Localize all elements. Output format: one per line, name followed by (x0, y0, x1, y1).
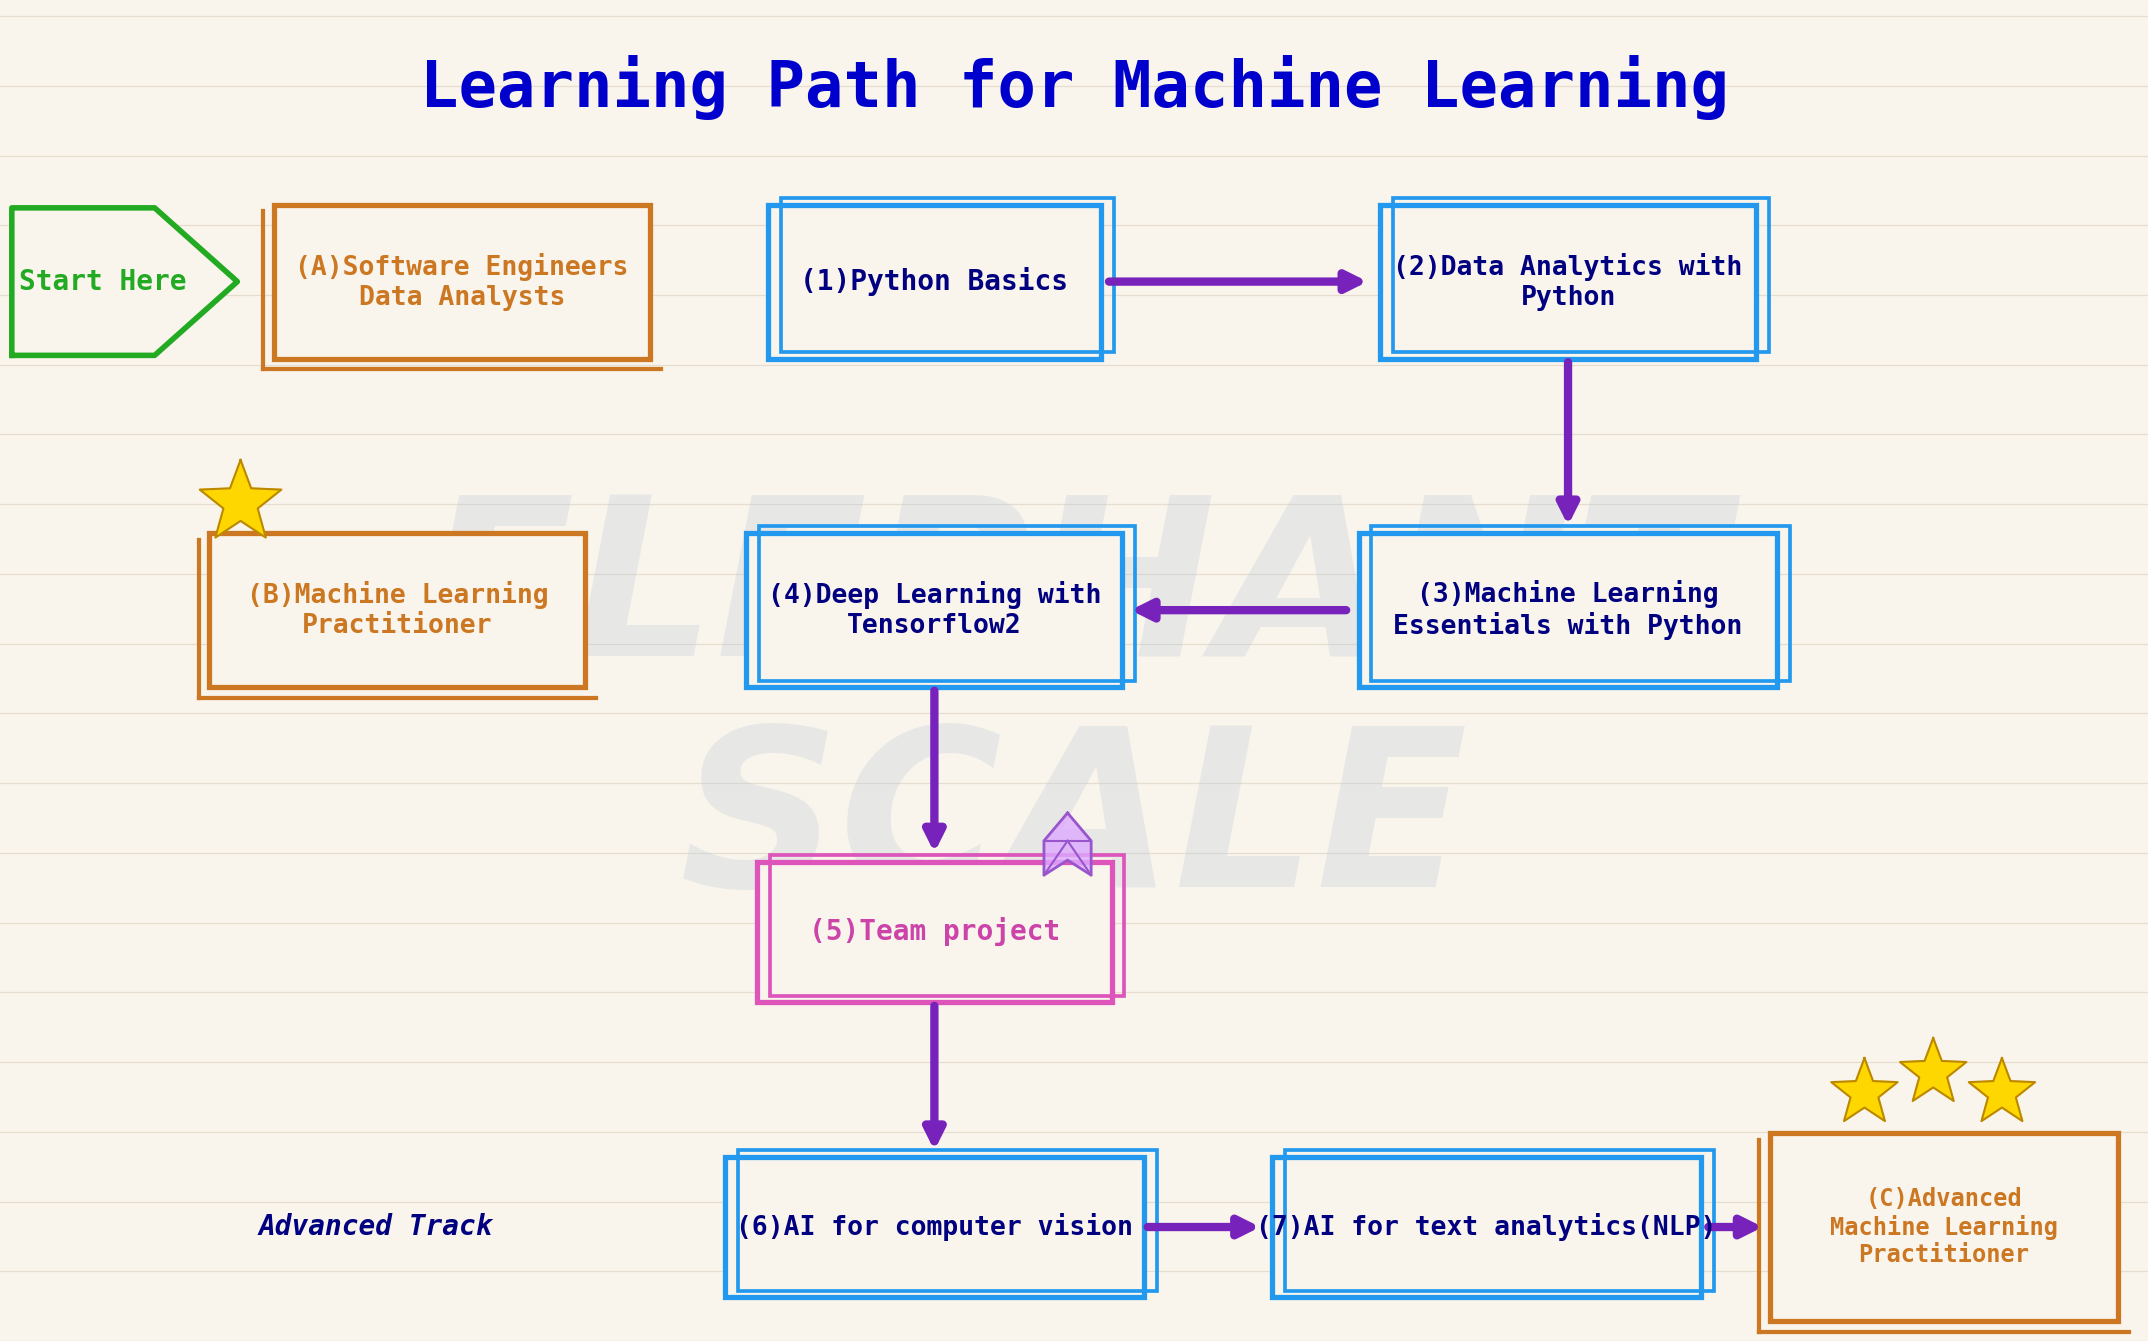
FancyBboxPatch shape (756, 862, 1113, 1003)
FancyBboxPatch shape (275, 205, 649, 359)
Text: Advanced Track: Advanced Track (258, 1214, 494, 1240)
Text: (4)Deep Learning with
Tensorflow2: (4)Deep Learning with Tensorflow2 (767, 581, 1102, 640)
Text: (1)Python Basics: (1)Python Basics (801, 267, 1068, 296)
Text: (5)Team project: (5)Team project (810, 917, 1059, 947)
Polygon shape (13, 208, 236, 355)
Text: ELEPHANT
SCALE: ELEPHANT SCALE (421, 488, 1727, 933)
Polygon shape (200, 460, 281, 538)
Text: (3)Machine Learning
Essentials with Python: (3)Machine Learning Essentials with Pyth… (1394, 579, 1742, 641)
Polygon shape (1044, 813, 1091, 876)
Text: Start Here: Start Here (19, 268, 187, 295)
Polygon shape (1970, 1058, 2034, 1121)
Polygon shape (1832, 1058, 1897, 1121)
FancyBboxPatch shape (211, 532, 584, 687)
FancyBboxPatch shape (769, 205, 1100, 359)
FancyBboxPatch shape (726, 1156, 1143, 1298)
Text: (B)Machine Learning
Practitioner: (B)Machine Learning Practitioner (247, 581, 548, 640)
FancyBboxPatch shape (748, 532, 1121, 687)
Text: (2)Data Analytics with
Python: (2)Data Analytics with Python (1394, 252, 1742, 311)
Text: (C)Advanced
Machine Learning
Practitioner: (C)Advanced Machine Learning Practitione… (1830, 1187, 2058, 1267)
Text: (A)Software Engineers
Data Analysts: (A)Software Engineers Data Analysts (294, 252, 629, 311)
FancyBboxPatch shape (1272, 1156, 1701, 1298)
FancyBboxPatch shape (1358, 532, 1776, 687)
Polygon shape (1901, 1038, 1965, 1101)
FancyBboxPatch shape (1770, 1133, 2118, 1321)
FancyBboxPatch shape (1379, 205, 1755, 359)
Text: (7)AI for text analytics(NLP): (7)AI for text analytics(NLP) (1257, 1214, 1716, 1240)
Text: Learning Path for Machine Learning: Learning Path for Machine Learning (419, 55, 1729, 119)
Text: (6)AI for computer vision: (6)AI for computer vision (737, 1214, 1132, 1240)
